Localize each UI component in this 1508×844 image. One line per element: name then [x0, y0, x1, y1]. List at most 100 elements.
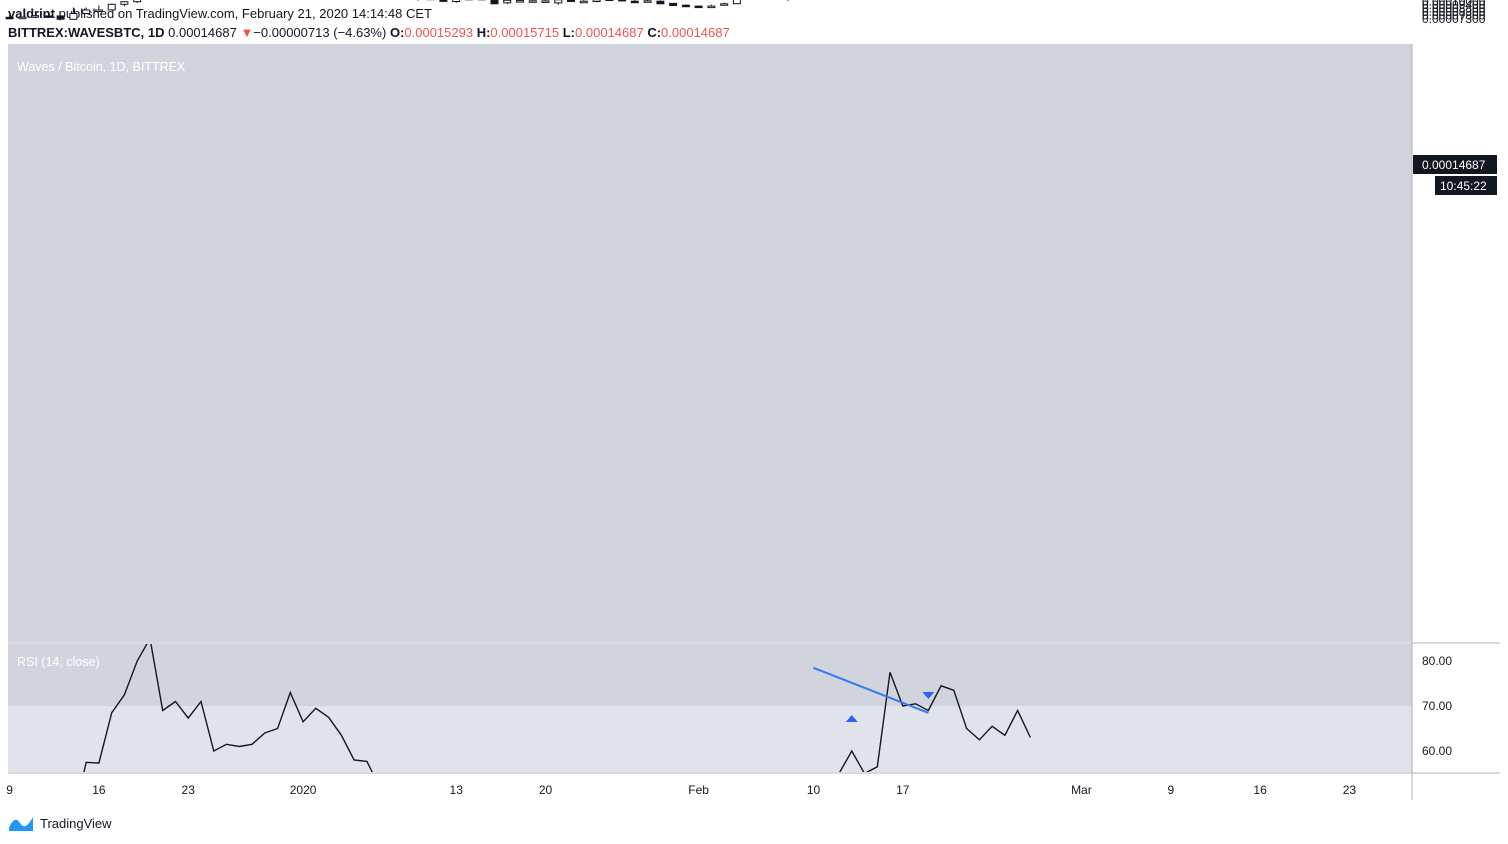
price-tick-label: 0.00008800	[1422, 2, 1486, 16]
candle	[567, 0, 575, 3]
candle-body	[528, 0, 537, 3]
countdown-badge-text: 10:45:22	[1440, 179, 1487, 193]
time-axis-label: 17	[896, 783, 910, 797]
price-change: −0.00000713 (−4.63%)	[253, 25, 387, 40]
candle	[417, 0, 419, 1]
candle-body	[31, 15, 40, 18]
candle-body	[439, 0, 448, 2]
low-value: 0.00014687	[575, 25, 644, 40]
high-label: H:	[476, 25, 491, 40]
candle	[56, 15, 65, 20]
price-tick-label: 0.00007800	[1422, 8, 1486, 22]
price-tick-label: 0.00008300	[1422, 5, 1486, 19]
candle-body	[94, 9, 103, 12]
time-axis-label: 23	[182, 783, 196, 797]
candle-body	[120, 1, 129, 5]
candle-body	[516, 0, 524, 3]
time-axis-label: 20	[539, 783, 553, 797]
symbol-label: BITTREX:WAVESBTC, 1D	[8, 25, 165, 40]
candle-body	[681, 4, 690, 8]
candle-body	[618, 0, 627, 2]
open-value: 0.00015293	[404, 25, 474, 40]
candle	[732, 0, 741, 5]
candle-body	[18, 16, 27, 20]
candle-body	[503, 0, 512, 4]
time-axis-label: Feb	[688, 783, 709, 797]
time-axis-label: 16	[92, 783, 106, 797]
candle-body	[82, 9, 91, 14]
candle-body	[630, 0, 639, 4]
candle-body	[541, 0, 550, 3]
high-value: 0.00015715	[490, 25, 560, 40]
time-axis-label: Mar	[1071, 783, 1092, 797]
candle	[18, 16, 27, 20]
candle	[787, 0, 789, 1]
candle-body	[605, 0, 614, 1]
price-tick-label: 0.00010000	[1422, 0, 1486, 8]
candle-body	[567, 0, 575, 3]
candle	[503, 0, 512, 4]
candle	[694, 5, 703, 9]
time-axis-label: 9	[6, 783, 13, 797]
candle-body	[707, 5, 716, 9]
tradingview-logo-icon	[9, 817, 33, 831]
candle-body	[490, 0, 499, 5]
rsi-tick-label: 60.00	[1422, 744, 1452, 758]
time-axis-label: 13	[450, 783, 464, 797]
candle	[490, 0, 499, 5]
candle-body	[43, 15, 52, 18]
candle-body	[133, 0, 142, 3]
price-tick-label: 0.00011000	[1422, 0, 1485, 3]
candle	[643, 0, 652, 3]
down-arrow-icon: ▼	[240, 25, 254, 40]
candle-body	[554, 0, 563, 4]
time-axis-label: 23	[1343, 783, 1357, 797]
candle-body	[694, 5, 703, 9]
candle-body	[669, 2, 678, 6]
candle-body	[592, 0, 601, 3]
price-tick-label: 0.00009400	[1422, 0, 1486, 12]
last-price-badge	[1413, 155, 1497, 174]
candle	[669, 2, 678, 6]
signal-up-arrow-icon	[845, 715, 858, 722]
candle-body	[69, 13, 78, 20]
footer-brand[interactable]: TradingView	[40, 815, 112, 831]
rsi-tick-label: 70.00	[1422, 699, 1452, 713]
candle	[452, 0, 461, 3]
candle	[43, 15, 52, 18]
price-pane-background	[8, 44, 1412, 642]
published-text: published on TradingView.com, February 2…	[58, 6, 432, 21]
candle	[82, 7, 91, 14]
candle	[554, 0, 563, 5]
candle	[656, 0, 665, 5]
close-label: C:	[647, 25, 662, 40]
candle	[681, 4, 690, 8]
time-axis-label: 10	[807, 783, 821, 797]
chart-canvas[interactable]: Waves / Bitcoin, 1D, BITTREX RSI (14, cl…	[0, 0, 1508, 810]
rsi-trendline	[813, 666, 929, 714]
candle	[720, 2, 729, 6]
candle	[528, 0, 537, 3]
close-value: 0.00014687	[661, 25, 730, 40]
time-axis-label: 2020	[290, 783, 317, 797]
pane-title: Waves / Bitcoin, 1D, BITTREX	[17, 60, 186, 74]
last-price: 0.00014687	[168, 25, 237, 40]
candle	[630, 0, 639, 4]
candle	[707, 4, 716, 9]
countdown-badge	[1435, 176, 1497, 195]
candle-body	[720, 3, 729, 6]
candle	[605, 0, 614, 1]
candle	[516, 0, 524, 3]
candle-body	[643, 0, 652, 3]
candle	[133, 0, 142, 3]
candle-body	[5, 16, 14, 20]
candle	[439, 0, 448, 2]
open-label: O:	[389, 25, 405, 40]
rsi-line	[83, 644, 373, 772]
footer: TradingView	[8, 814, 112, 832]
rsi-tick-label: 80.00	[1422, 654, 1452, 668]
candle	[541, 0, 550, 3]
candle-body	[732, 0, 741, 5]
rsi-band	[8, 706, 1412, 772]
candle-body	[579, 0, 588, 4]
